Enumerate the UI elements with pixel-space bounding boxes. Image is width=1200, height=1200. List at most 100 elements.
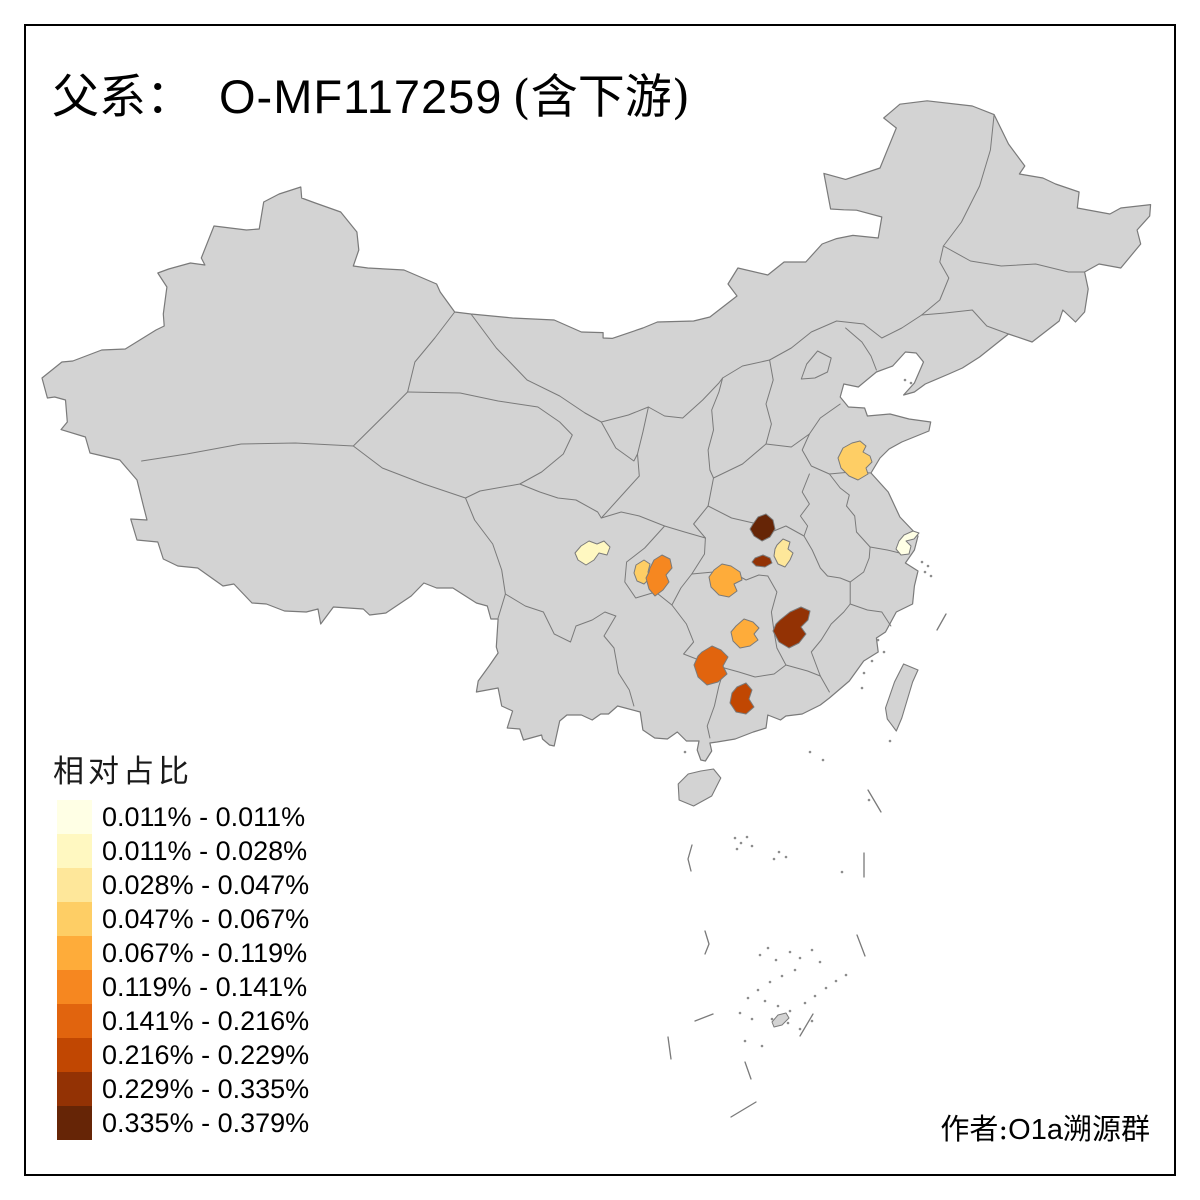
- sea-islet-dot-23: [862, 671, 866, 675]
- legend-swatch-10: [57, 1106, 92, 1140]
- sea-islet-dot-22: [870, 659, 874, 663]
- sea-islet-dot-11: [784, 855, 788, 859]
- province-border-18: [600, 421, 638, 462]
- sea-islet-dot-42: [813, 994, 817, 998]
- province-border-9: [845, 327, 877, 371]
- sea-dash-5: [856, 934, 866, 957]
- sea-islet-dot-17: [926, 564, 930, 568]
- sea-islet-dot-34: [780, 974, 784, 978]
- legend-row-1: 0.011% - 0.011%: [57, 800, 309, 834]
- island-taiwan: [884, 663, 919, 732]
- legend-label-8: 0.216% - 0.229%: [102, 1039, 310, 1070]
- sea-islet-dot-49: [786, 1021, 790, 1025]
- legend-label-6: 0.119% - 0.141%: [102, 971, 308, 1002]
- province-border-20: [504, 593, 617, 643]
- attribution: 作者:O1a溯源群: [940, 1106, 1150, 1148]
- sea-dash-9: [730, 1101, 757, 1118]
- province-border-24: [767, 575, 787, 666]
- legend-row-3: 0.028% - 0.047%: [57, 868, 309, 902]
- legend-row-10: 0.335% - 0.379%: [57, 1106, 309, 1140]
- sea-islet-dot-4: [867, 798, 871, 802]
- legend-swatch-2: [57, 834, 92, 868]
- sea-islet-dot-5: [733, 836, 737, 840]
- province-border-14: [765, 433, 810, 448]
- title-haplogroup-code: O-MF117259: [219, 70, 503, 123]
- province-border-8: [921, 309, 1009, 335]
- legend-label-1: 0.011% - 0.011%: [102, 801, 306, 832]
- attribution-suffix: 溯源群: [1062, 1112, 1150, 1146]
- province-border-17: [600, 406, 649, 519]
- sea-islet-dot-40: [788, 1009, 792, 1013]
- sea-islet-dot-10: [777, 850, 781, 854]
- sea-islet-dot-1: [683, 750, 687, 754]
- sea-islet-dot-36: [756, 988, 760, 992]
- map-region-hunan-central: [730, 618, 760, 649]
- attribution-prefix: 作者:: [940, 1112, 1009, 1146]
- map-region-jiangxi-west: [772, 606, 811, 649]
- province-border-7: [942, 245, 1086, 273]
- sea-islet-dot-37: [746, 996, 750, 1000]
- legend-label-7: 0.141% - 0.216%: [102, 1005, 310, 1036]
- legend-label-5: 0.067% - 0.119%: [102, 937, 308, 968]
- province-border-30: [799, 473, 810, 537]
- sea-islet-dot-53: [760, 1044, 764, 1048]
- sea-islet-dot-7: [745, 835, 749, 839]
- sea-islet-dot-35: [768, 980, 772, 984]
- legend-row-5: 0.067% - 0.119%: [57, 936, 309, 970]
- legend-swatch-9: [57, 1072, 92, 1106]
- sea-islet-dot-2: [808, 750, 812, 754]
- province-border-21: [603, 615, 635, 707]
- map-region-hubei-small: [751, 554, 773, 568]
- map-region-hunan-south: [729, 682, 755, 715]
- province-border-28: [828, 473, 871, 583]
- legend-row-8: 0.216% - 0.229%: [57, 1038, 309, 1072]
- islet-south-sea: [771, 1012, 790, 1028]
- province-border-15: [693, 477, 714, 539]
- sea-dash-7: [667, 1036, 672, 1060]
- sea-dash-1: [867, 789, 882, 813]
- sea-islet-dot-18: [923, 570, 927, 574]
- sea-dash-8: [744, 1061, 752, 1080]
- sea-islet-dot-19: [929, 574, 933, 578]
- island-hainan: [677, 768, 722, 807]
- map-region-hubei-north: [749, 513, 776, 542]
- map-region-shanghai-area: [895, 530, 920, 556]
- sea-islet-dot-51: [810, 1019, 814, 1023]
- sea-islet-dot-43: [824, 986, 828, 990]
- province-border-1: [141, 442, 354, 462]
- province-border-10: [800, 350, 832, 380]
- province-border-12: [713, 359, 774, 479]
- legend-swatch-1: [57, 800, 92, 834]
- sea-islet-dot-32: [818, 960, 822, 964]
- sea-islet-dot-3: [821, 758, 825, 762]
- legend-swatch-7: [57, 1004, 92, 1038]
- sea-islet-dot-52: [743, 1039, 747, 1043]
- map-region-chengdu-area: [574, 540, 611, 566]
- page-title: 父系： O-MF117259 (含下游): [52, 58, 690, 127]
- legend-label-3: 0.028% - 0.047%: [102, 869, 310, 900]
- sea-islet-dot-26: [758, 953, 762, 957]
- sea-islet-dot-44: [834, 979, 838, 983]
- sea-islet-dot-41: [803, 1001, 807, 1005]
- map-region-chongqing-east: [645, 554, 673, 597]
- sea-islet-dot-48: [770, 1017, 774, 1021]
- legend-row-4: 0.047% - 0.067%: [57, 902, 309, 936]
- sea-islet-dot-9: [735, 847, 739, 851]
- sea-islet-dot-45: [844, 973, 848, 977]
- province-border-22: [671, 604, 830, 693]
- province-border-31: [869, 546, 905, 555]
- province-border-4: [407, 391, 573, 499]
- sea-islet-dot-25: [888, 739, 892, 743]
- sea-dash-3: [687, 844, 693, 872]
- sea-islet-dot-12: [772, 857, 776, 861]
- legend-swatch-3: [57, 868, 92, 902]
- sea-dash-10: [694, 1013, 714, 1022]
- sea-islet-dot-15: [909, 381, 913, 385]
- legend: 0.011% - 0.011% 0.011% - 0.028% 0.028% - 0…: [57, 800, 309, 1140]
- sea-islet-dot-6: [739, 841, 743, 845]
- sea-islet-dot-27: [766, 946, 770, 950]
- sea-islet-dot-20: [876, 638, 880, 642]
- province-border-5: [470, 313, 586, 414]
